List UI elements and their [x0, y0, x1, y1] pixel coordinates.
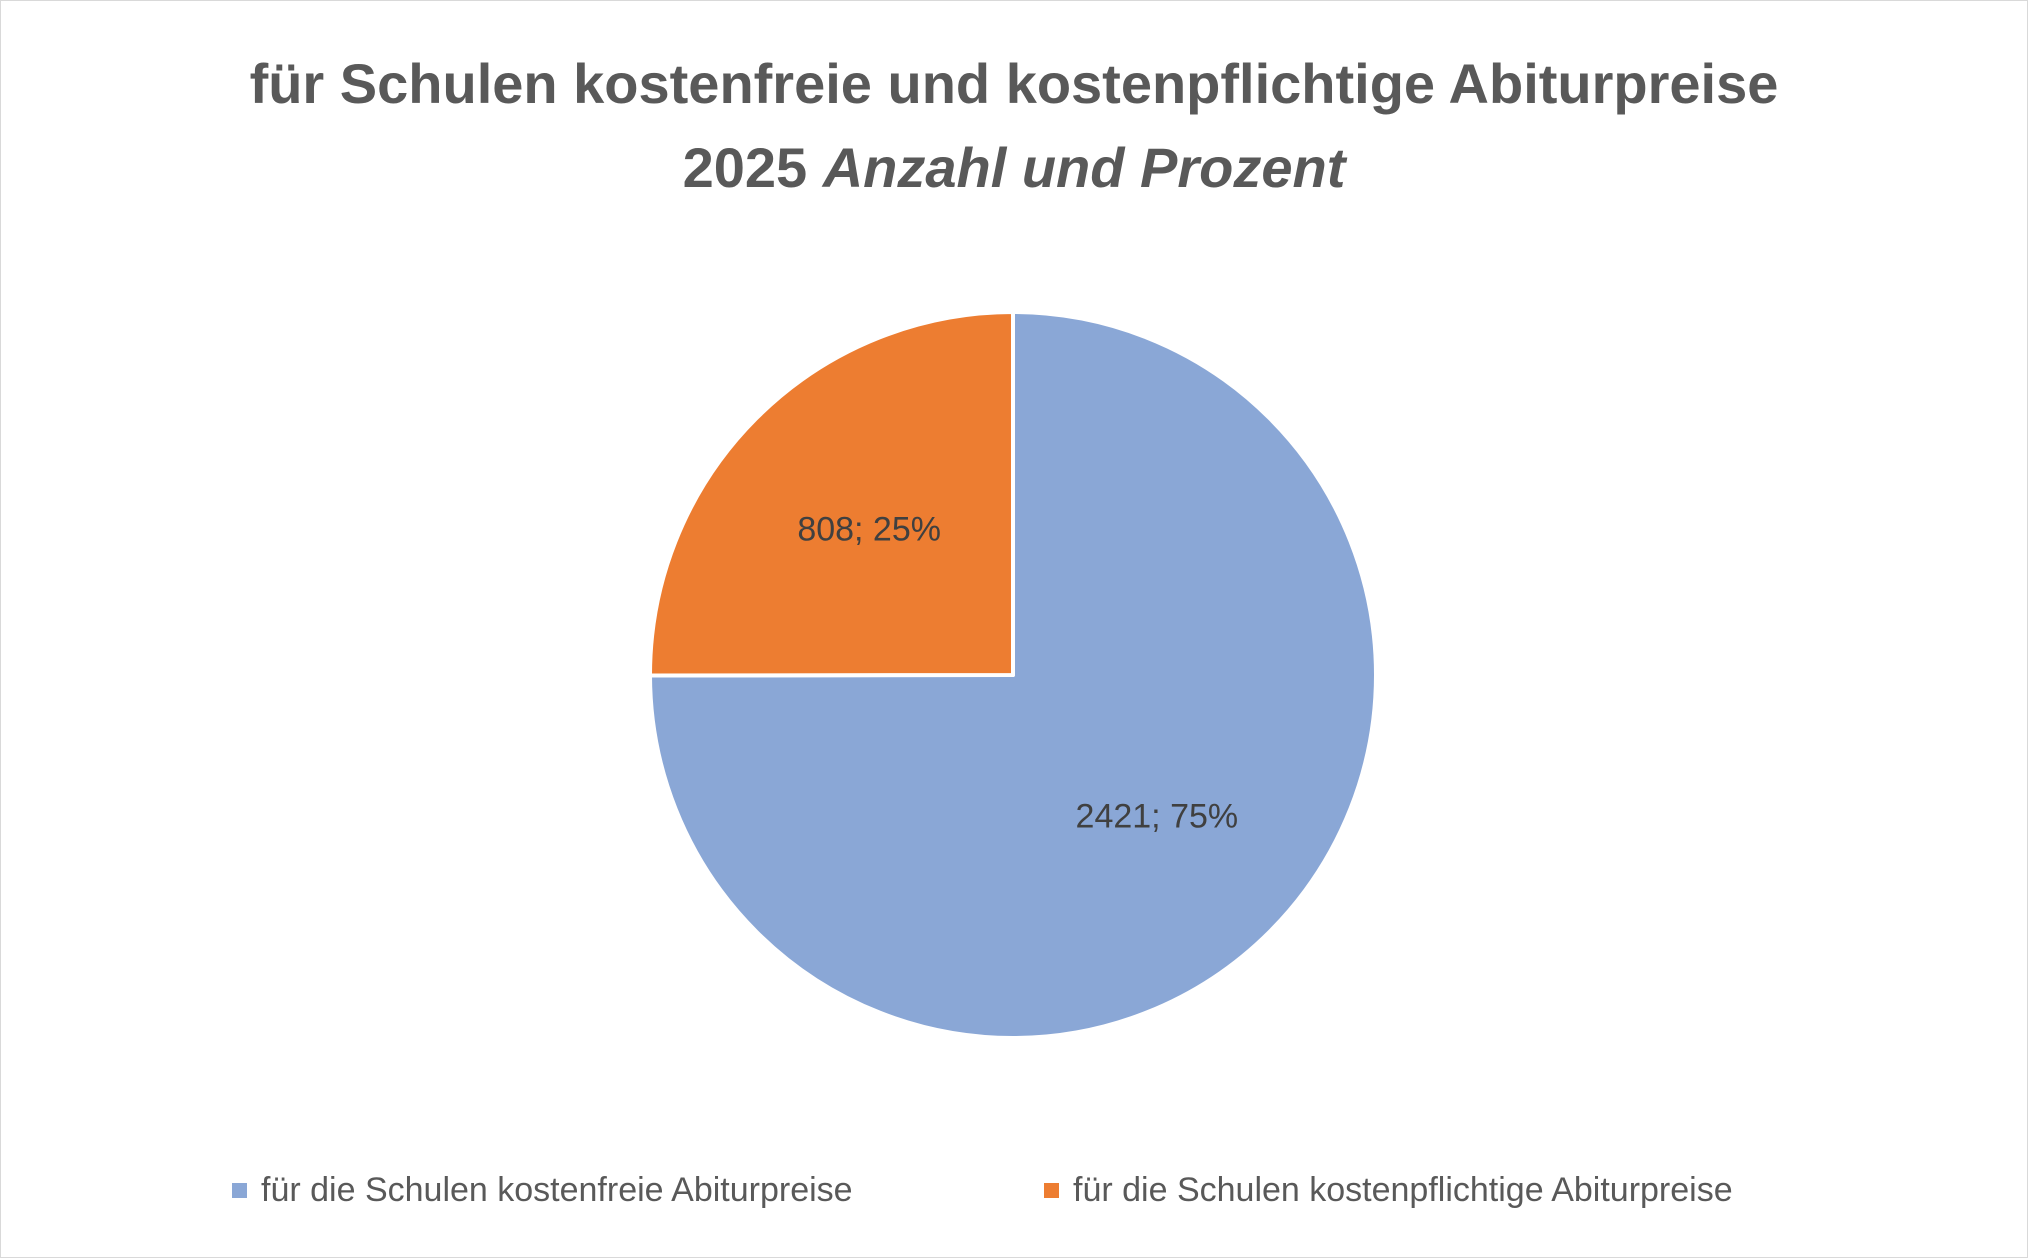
- chart-title-line: für Schulen kostenfreie und kostenpflich…: [249, 52, 1779, 115]
- pie-slice-kostenpflichtig: [647, 310, 1015, 678]
- chart-title: für Schulen kostenfreie und kostenpflich…: [0, 42, 2028, 210]
- legend-item-kostenfrei: für die Schulen kostenfreie Abiturpreise: [232, 1164, 853, 1216]
- legend-swatch-kostenpflichtig: [1044, 1182, 1059, 1198]
- legend-label-kostenpflichtig: für die Schulen kostenpflichtige Abiturp…: [1073, 1170, 1733, 1209]
- data-label-kostenfrei: 2421; 75%: [1076, 798, 1239, 836]
- chart-subtitle-year: 2025: [682, 136, 808, 199]
- legend: für die Schulen kostenfreie Abiturpreise…: [0, 1164, 2028, 1216]
- legend-swatch-kostenfrei: [232, 1182, 247, 1198]
- chart-subtitle-line: 2025 Anzahl und Prozent: [0, 126, 2028, 210]
- data-label-kostenpflichtig: 808; 25%: [797, 510, 941, 548]
- legend-item-kostenpflichtig: für die Schulen kostenpflichtige Abiturp…: [1044, 1164, 1733, 1216]
- legend-label-kostenfrei: für die Schulen kostenfreie Abiturpreise: [261, 1170, 853, 1209]
- pie-slice-kostenfrei: [648, 310, 1378, 1040]
- chart-subtitle-emphasis: Anzahl und Prozent: [822, 136, 1346, 199]
